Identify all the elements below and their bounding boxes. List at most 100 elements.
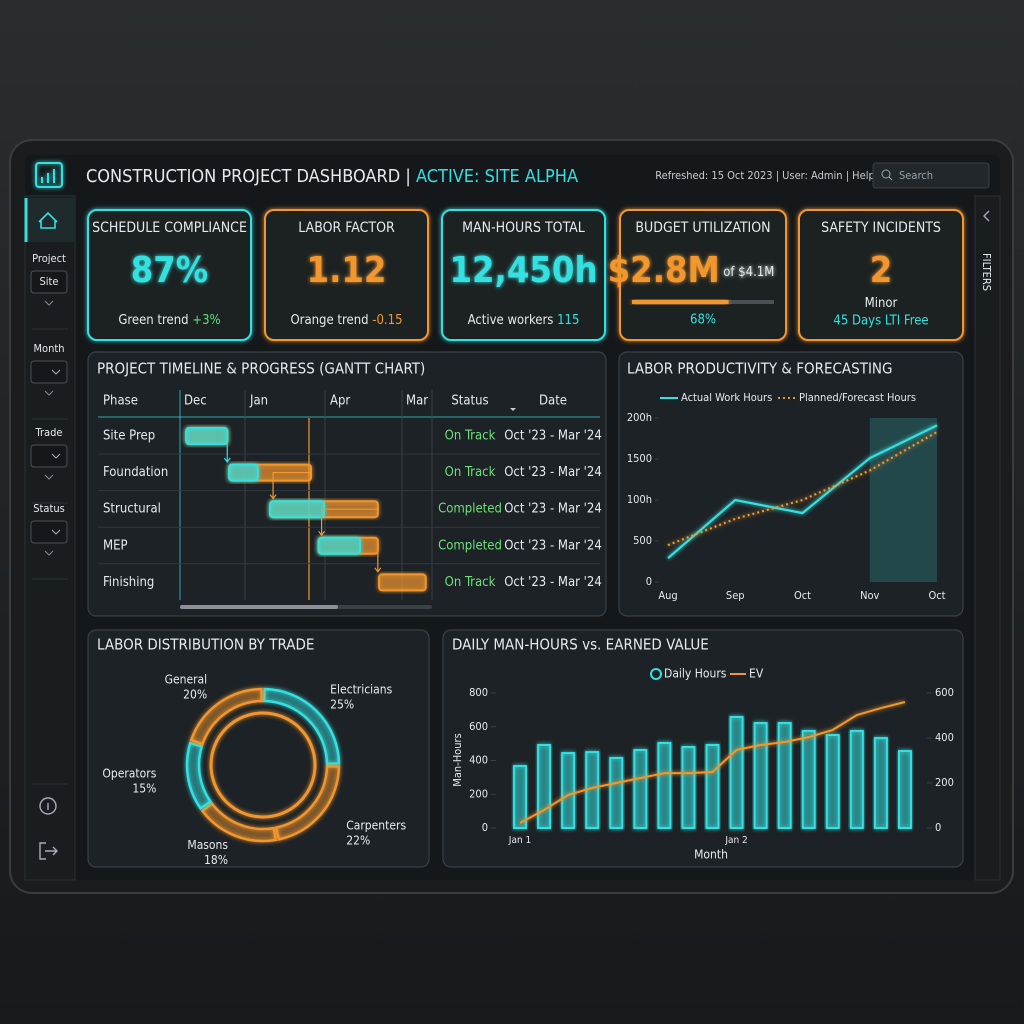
legend-label: Planned/Forecast Hours [799, 391, 916, 404]
kpi-card [619, 209, 787, 341]
y-tick-label: 500 [633, 534, 652, 547]
gantt-status: Completed [438, 502, 502, 517]
gantt-header: Status [451, 394, 488, 409]
slice-value: 18% [204, 853, 228, 867]
slice-label: General [165, 673, 208, 687]
bar [681, 746, 696, 829]
kpi-card [441, 209, 606, 341]
filters-strip[interactable] [974, 195, 1001, 881]
legend-label: Daily Hours [664, 667, 727, 681]
dependency-arrow [374, 545, 382, 573]
kpi-delta: 115 [557, 313, 579, 328]
slice-value: 15% [132, 781, 156, 795]
x-tick-label: Aug [658, 589, 677, 602]
home-icon[interactable] [38, 211, 58, 229]
gantt-progress [269, 500, 325, 519]
filter-dropdown[interactable] [30, 270, 68, 294]
filter-dropdown[interactable] [30, 520, 68, 544]
collapse-icon[interactable] [983, 210, 990, 222]
gantt-date: Oct '23 - Mar '24 [504, 538, 602, 553]
y-tick-label: 800 [469, 686, 488, 699]
inner-ring [209, 711, 317, 819]
x-tick-label: Oct [794, 589, 811, 602]
slice-value: 25% [330, 697, 354, 711]
kpi-note-text: Orange trend [290, 313, 368, 328]
chevron [44, 550, 54, 556]
gantt-progress [185, 427, 229, 445]
gantt-phase: Finishing [103, 575, 154, 590]
series-line [667, 424, 938, 560]
bar [753, 722, 768, 829]
progress-label: 68% [690, 313, 716, 328]
bar [657, 741, 672, 830]
gantt-header: Date [539, 394, 567, 409]
kpi-note: Minor [865, 296, 898, 311]
kpi-card [264, 209, 429, 341]
panel-title: PROJECT TIMELINE & PROGRESS (GANTT CHART… [97, 360, 425, 378]
gantt-panel [87, 351, 607, 617]
kpi-delta: -0.15 [372, 313, 402, 328]
info-icon[interactable] [39, 797, 57, 815]
ev-line [519, 701, 906, 824]
line-panel [618, 351, 964, 617]
gantt-progress [228, 463, 259, 482]
panel-title: DAILY MAN-HOURS vs. EARNED VALUE [452, 636, 709, 654]
kpi-title: SAFETY INCIDENTS [821, 220, 941, 236]
kpi-value: 2 [870, 250, 893, 291]
x-tick-label: Sep [726, 589, 745, 602]
bar [777, 722, 792, 829]
dependency-arrow [318, 508, 378, 537]
subtitle: ACTIVE: SITE ALPHA [416, 166, 578, 187]
y2-tick-label: 400 [935, 731, 954, 744]
title: CONSTRUCTION PROJECT DASHBOARD | [86, 166, 411, 187]
slice-value: 22% [346, 833, 370, 847]
bar [705, 743, 720, 829]
dependency-arrow [223, 436, 231, 463]
gantt-progress [317, 536, 362, 555]
filters-label[interactable]: FILTERS [980, 253, 993, 291]
series-line [667, 430, 938, 547]
search-icon [888, 176, 893, 181]
kpi-title: MAN-HOURS TOTAL [462, 220, 585, 236]
kpi-note-text: Minor [865, 296, 898, 311]
y-tick-label: 1500 [627, 452, 652, 465]
filter-label: Project [32, 252, 66, 265]
chevron [44, 390, 54, 396]
header-meta: Refreshed: 15 Oct 2023 | User: Admin | H… [655, 169, 874, 182]
y-tick-label: 100h [627, 493, 652, 506]
progress-fill [632, 300, 729, 304]
gantt-date: Oct '23 - Mar '24 [504, 429, 602, 444]
y2-tick-label: 600 [935, 686, 954, 699]
filter-dropdown[interactable] [30, 444, 68, 468]
kpi-value-main: 2 [870, 250, 893, 291]
slice-label: Carpenters [346, 818, 406, 832]
logo [35, 162, 63, 188]
gantt-status: On Track [445, 465, 496, 480]
search-placeholder[interactable]: Search [899, 169, 933, 182]
kpi-value-main: 12,450h [449, 250, 597, 291]
x-axis-title: Month [694, 848, 728, 862]
slice-label: Masons [187, 838, 228, 852]
scroll-thumb[interactable] [180, 605, 338, 609]
logout-icon[interactable] [39, 842, 58, 860]
kpi-detail: 45 Days LTI Free [833, 314, 928, 329]
gantt-phase: Site Prep [103, 429, 155, 444]
gantt-header: Mar [406, 394, 428, 409]
donut-segment [263, 687, 341, 765]
search-box[interactable] [872, 162, 990, 189]
kpi-card [798, 209, 964, 341]
filter-dropdown[interactable] [30, 360, 68, 384]
legend-label: Actual Work Hours [681, 391, 772, 404]
kpi-value: $2.8M of $4.1M [608, 250, 775, 291]
nav-home-bg[interactable] [25, 198, 75, 242]
slice-value: 20% [183, 688, 207, 702]
filter-value: Site [39, 275, 58, 288]
kpi-card [87, 209, 252, 341]
dependency-arrow [269, 472, 312, 500]
y-tick-label: 0 [646, 575, 652, 588]
gantt-date: Oct '23 - Mar '24 [504, 502, 602, 517]
y-tick-label: 600 [469, 720, 488, 733]
gantt-status: Completed [438, 538, 502, 553]
x-tick-label: Jan 1 [508, 835, 531, 846]
